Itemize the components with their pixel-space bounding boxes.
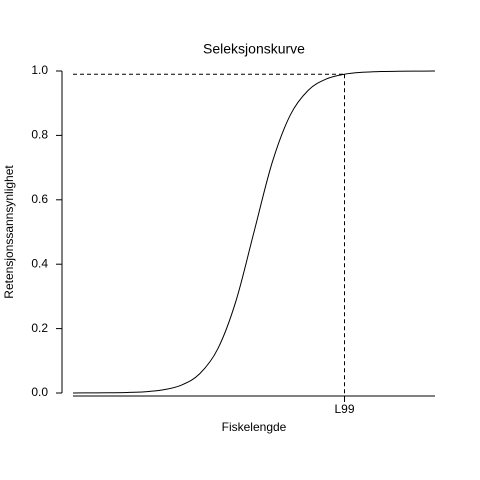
y-tick-label: 0.2 (31, 321, 48, 335)
y-tick-label: 0.4 (31, 256, 48, 270)
x-tick-label: L99 (334, 402, 354, 416)
y-tick-label: 0.6 (31, 192, 48, 206)
y-tick-label: 0.8 (31, 128, 48, 142)
x-axis-label: Fiskelengde (222, 420, 287, 434)
chart-title: Seleksjonskurve (203, 41, 305, 57)
y-tick-label: 0.0 (31, 385, 48, 399)
curve (72, 70, 436, 394)
y-axis-label: Retensjonssannsynlighet (2, 165, 16, 299)
y-tick-label: 1.0 (31, 63, 48, 77)
